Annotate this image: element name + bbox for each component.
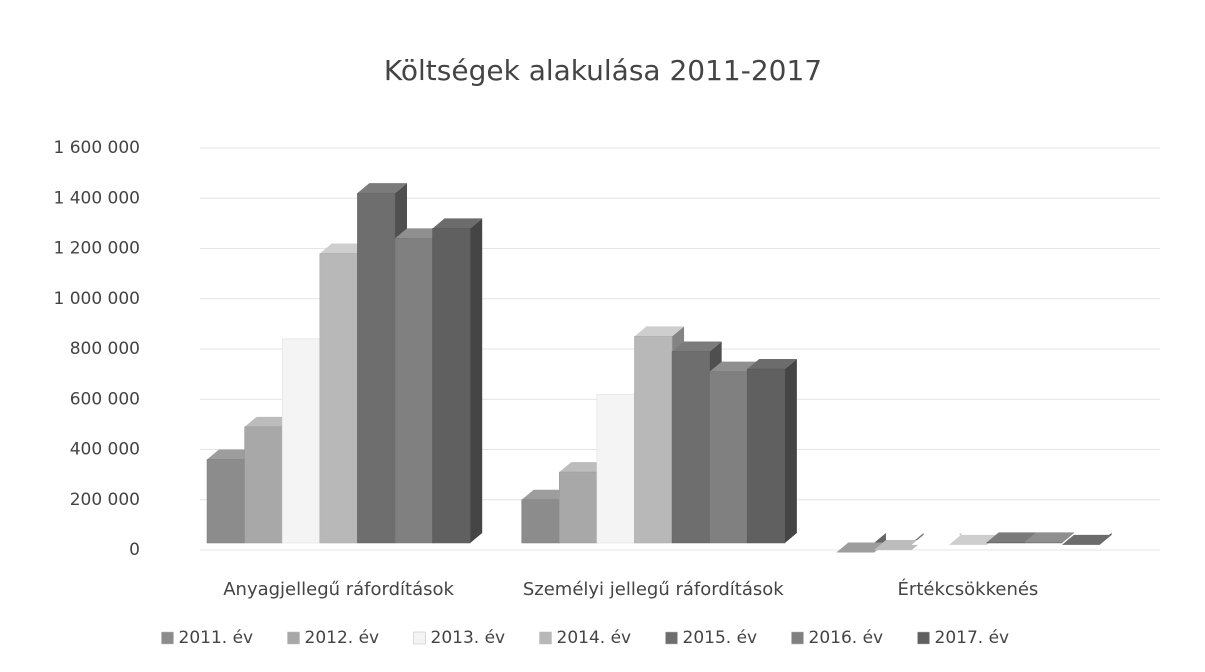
y-tick-label: 400 000: [70, 440, 140, 460]
bar-top: [559, 462, 609, 473]
bar-front: [747, 368, 786, 544]
y-tick-label: 600 000: [70, 389, 140, 409]
bar-top: [634, 326, 685, 337]
bar-front: [244, 426, 283, 544]
legend-swatch: [539, 631, 552, 645]
bar: [432, 218, 483, 544]
bar-front: [521, 499, 560, 544]
bar-top: [672, 341, 722, 352]
bar-front: [709, 371, 748, 544]
bar-front: [357, 192, 396, 544]
y-tick-label: 1 200 000: [53, 239, 140, 259]
bar-top: [747, 359, 797, 370]
bar-side: [470, 218, 483, 543]
bar-front: [206, 459, 245, 544]
bar-top: [244, 416, 295, 427]
y-tick-label: 0: [129, 540, 140, 560]
legend-swatch: [665, 631, 678, 645]
bar-top: [395, 228, 445, 239]
y-tick-label: 1 600 000: [53, 138, 140, 158]
bar-top: [357, 183, 407, 194]
bar-top: [319, 243, 370, 254]
bar-top: [282, 328, 332, 339]
bar-top: [911, 534, 962, 545]
legend-label: 2017. év: [935, 628, 1010, 648]
bar-front: [1024, 542, 1063, 544]
bar-top: [1061, 534, 1112, 545]
legend-label: 2011. év: [179, 628, 254, 648]
x-tick-label: Anyagjellegű ráfordítások: [223, 579, 454, 600]
bar-front: [671, 351, 710, 544]
bar: [747, 359, 797, 544]
legend-swatch: [413, 631, 426, 645]
y-tick-label: 800 000: [70, 339, 140, 359]
bar-side: [784, 359, 797, 543]
y-tick-label: 1 000 000: [53, 289, 140, 309]
legend-swatch: [161, 631, 174, 645]
bar-top: [596, 384, 647, 395]
y-tick-label: 1 400 000: [53, 188, 140, 208]
legend-swatch: [917, 631, 930, 645]
bar-front: [432, 228, 471, 544]
bar-top: [432, 218, 483, 229]
bar-front: [281, 338, 321, 544]
bar-top: [1024, 532, 1074, 543]
bar-top: [986, 532, 1037, 543]
legend-swatch: [287, 631, 300, 645]
legend-swatch: [791, 631, 804, 645]
legend-label: 2012. év: [305, 628, 380, 648]
bar-front: [596, 393, 635, 544]
legend-label: 2015. év: [683, 628, 758, 648]
bar-front: [634, 336, 673, 544]
bar-front: [559, 471, 598, 544]
legend-label: 2013. év: [431, 628, 506, 648]
bar-top: [521, 489, 572, 500]
bar: [911, 533, 962, 545]
bar-front: [986, 542, 1025, 544]
bar-top: [709, 361, 760, 372]
bar-front: [394, 238, 433, 544]
legend-label: 2016. év: [809, 628, 884, 648]
bar-top: [949, 534, 999, 545]
y-tick-label: 200 000: [70, 490, 140, 510]
bar-top: [873, 539, 924, 550]
legend-label: 2014. év: [557, 628, 632, 648]
x-tick-label: Személyi jellegű ráfordítások: [523, 579, 784, 600]
bar-side: [1061, 532, 1074, 543]
x-tick-label: Értékcsökkenés: [898, 578, 1039, 600]
bar-top: [836, 542, 886, 553]
bar-top: [207, 449, 257, 460]
chart-title: Költségek alakulása 2011-2017: [384, 54, 822, 87]
bar-front: [319, 253, 358, 544]
bar: [1024, 532, 1074, 544]
bar: [1061, 533, 1112, 545]
